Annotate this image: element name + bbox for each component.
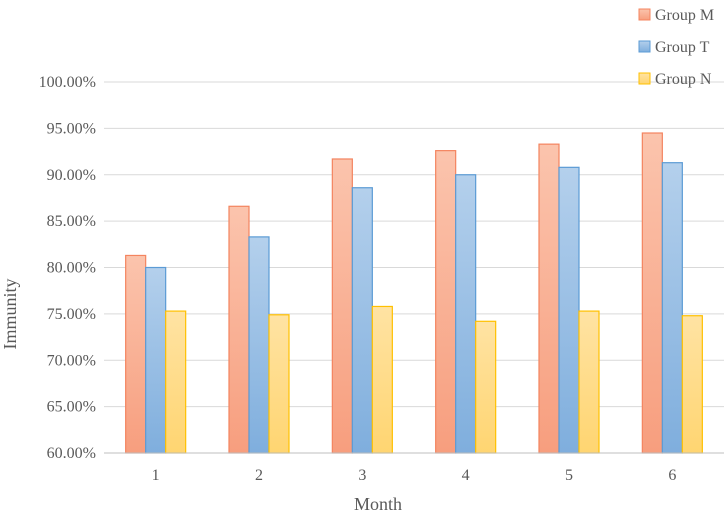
bar-group-t-6: [661, 162, 683, 454]
legend-label: Group T: [655, 39, 710, 56]
bar-group-m-4: [435, 150, 457, 454]
y-tick-label: 90.00%: [47, 167, 96, 184]
legend-label: Group M: [655, 7, 714, 24]
x-tick-label: 5: [565, 467, 573, 484]
y-tick-label: 75.00%: [47, 306, 96, 323]
y-tick-label: 85.00%: [47, 213, 96, 230]
bar-group-t-3: [351, 187, 373, 454]
y-tick-label: 60.00%: [47, 445, 96, 462]
bar-group-t-5: [558, 166, 580, 454]
y-tick-label: 65.00%: [47, 399, 96, 416]
bar-group-n-4: [475, 320, 497, 454]
y-tick-label: 80.00%: [47, 260, 96, 277]
legend-swatch-group-t: [638, 40, 651, 53]
bar-group-m-2: [228, 205, 250, 454]
y-tick-label: 95.00%: [47, 120, 96, 137]
x-axis-title: Month: [354, 494, 402, 512]
x-tick-label: 4: [462, 467, 470, 484]
bar-group-n-3: [371, 305, 393, 454]
legend-swatch-group-m: [638, 8, 651, 21]
bar-group-n-6: [681, 315, 703, 454]
gridlines: [104, 81, 724, 408]
x-tick-label: 6: [668, 467, 676, 484]
bar-group-m-6: [641, 132, 663, 454]
y-tick-label: 70.00%: [47, 352, 96, 369]
bar-group-m-1: [125, 254, 147, 454]
bars: [125, 132, 703, 454]
axes: Immunity Month 60.00% 65.00% 70.00% 75.00% 8…: [0, 74, 724, 512]
y-axis-title: Immunity: [0, 279, 20, 350]
bar-group-t-4: [455, 174, 477, 454]
bar-group-t-1: [145, 266, 167, 454]
legend: Group M Group T Group N: [638, 7, 714, 88]
x-tick-label: 3: [358, 467, 366, 484]
y-tick-label: 100.00%: [39, 74, 96, 91]
legend-label: Group N: [655, 71, 712, 88]
bar-group-m-5: [538, 143, 560, 454]
bar-group-n-1: [165, 310, 187, 454]
bar-group-n-5: [578, 310, 600, 454]
x-tick-label: 2: [255, 467, 263, 484]
bar-group-m-3: [331, 158, 353, 454]
x-tick-label: 1: [152, 467, 160, 484]
legend-swatch-group-n: [638, 72, 651, 85]
bar-group-n-2: [268, 314, 290, 454]
bar-group-t-2: [248, 236, 270, 454]
